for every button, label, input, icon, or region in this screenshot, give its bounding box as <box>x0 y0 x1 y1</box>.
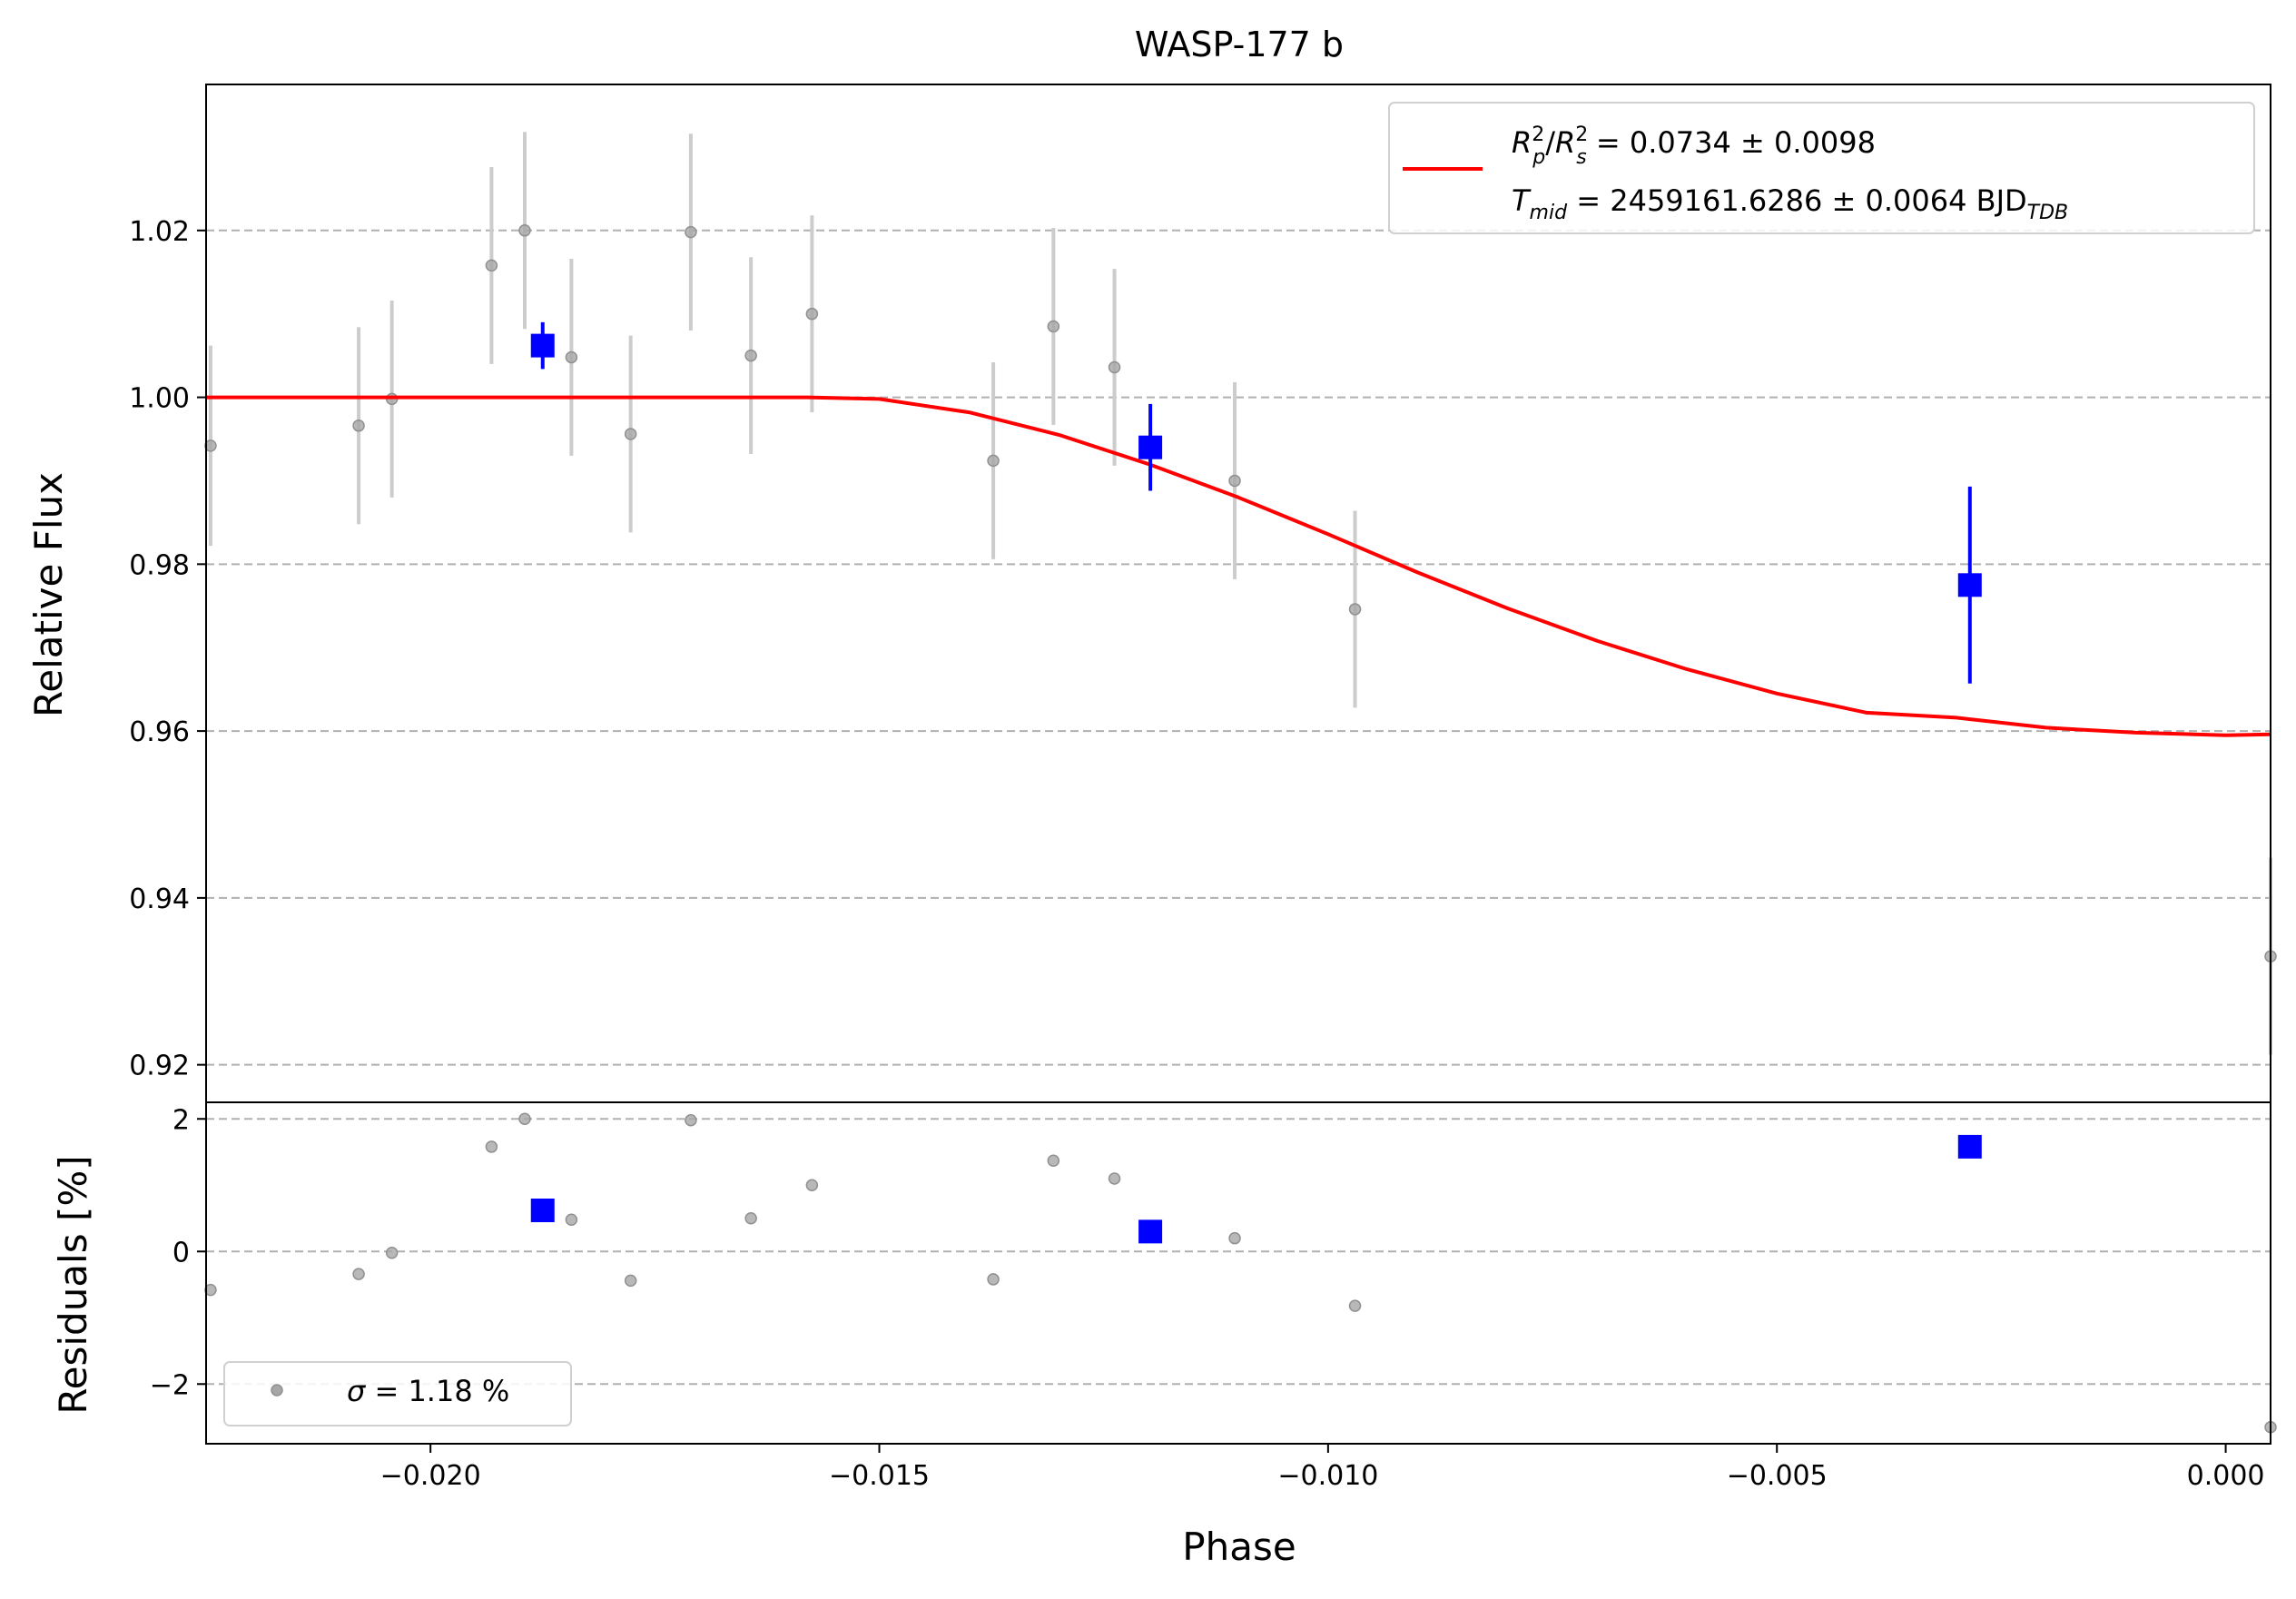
residual-raw-point <box>1228 1231 1241 1245</box>
flux-raw-point <box>565 350 578 364</box>
x-tick-label: 0.000 <box>2187 1460 2265 1492</box>
flux-raw-point <box>744 349 757 362</box>
residuals-panel: −2 0 2 −0.020 −0.015 −0.010 −0.005 0.000 Resid… <box>51 1101 2277 1569</box>
residual-raw-point <box>1108 1172 1121 1185</box>
flux-raw-point <box>1047 320 1060 333</box>
flux-raw-point <box>987 454 1000 468</box>
residual-raw-point <box>485 1140 498 1153</box>
legend-rs-sup: 2 <box>1575 123 1588 146</box>
x-ticks: −0.020 −0.015 −0.010 −0.005 0.000 <box>380 1444 2265 1492</box>
flux-binned-points <box>530 321 1982 684</box>
legend-sigma-label: σ = 1.18 % <box>347 1374 509 1408</box>
flux-raw-point <box>204 439 217 452</box>
flux-binned-point <box>530 333 555 358</box>
legend-rs-sub: s <box>1576 146 1586 169</box>
residual-raw-point <box>204 1283 217 1297</box>
legend-tmid-label: Tmid = 2459161.6286 ± 0.0064 BJDTDB <box>1512 183 2068 224</box>
legend-sigma-symbol: σ <box>347 1374 367 1408</box>
residual-raw-point <box>744 1212 757 1225</box>
legend-residual-marker <box>271 1384 283 1397</box>
flux-model <box>206 395 2271 737</box>
flux-y-tick-label: 1.02 <box>129 216 190 248</box>
flux-y-tick-label: 0.96 <box>129 716 190 748</box>
legend-rp-sup: 2 <box>1532 123 1544 146</box>
x-tick-label: −0.015 <box>829 1460 930 1492</box>
flux-raw-points <box>204 132 2277 1055</box>
legend-slash: / <box>1545 125 1555 160</box>
flux-y-ticks: 0.92 0.94 0.96 0.98 1.00 1.02 <box>129 216 206 1082</box>
residuals-raw-points <box>204 1112 2277 1434</box>
legend-depth-label: R2 p/R2 s = 0.0734 ± 0.0098 <box>1512 123 1876 169</box>
legend-tdb-sub: TDB <box>2027 202 2068 224</box>
x-axis-title: Phase <box>1182 1525 1296 1569</box>
flux-raw-point <box>1228 474 1241 488</box>
flux-y-tick-label: 0.92 <box>129 1051 190 1082</box>
flux-y-tick-label: 0.94 <box>129 883 190 915</box>
residual-raw-point <box>385 1246 399 1259</box>
residuals-y-tick-label: 2 <box>172 1104 190 1136</box>
residuals-y-tick-label: 0 <box>172 1237 190 1268</box>
flux-raw-point <box>685 225 697 239</box>
x-tick-label: −0.020 <box>380 1460 481 1492</box>
x-tick-label: −0.010 <box>1277 1460 1378 1492</box>
residual-raw-point <box>1047 1154 1060 1167</box>
flux-binned-point <box>1957 573 1982 597</box>
residual-raw-point <box>1348 1299 1362 1312</box>
residual-raw-point <box>987 1273 1000 1286</box>
legend-t-symbol: T <box>1512 183 1532 218</box>
residual-binned-point <box>1138 1219 1163 1244</box>
residual-raw-point <box>805 1179 819 1192</box>
flux-raw-point <box>518 224 531 237</box>
residual-raw-point <box>624 1274 637 1288</box>
flux-panel: 0.92 0.94 0.96 0.98 1.00 1.02 Relative Flux R… <box>26 84 2277 1103</box>
x-tick-label: −0.005 <box>1727 1460 1828 1492</box>
flux-raw-point <box>1108 360 1121 374</box>
legend-tmid-value: = 2459161.6286 ± 0.0064 BJD <box>1567 183 2027 218</box>
residual-raw-point <box>565 1213 578 1226</box>
legend-t-sub: mid <box>1530 202 1569 224</box>
flux-legend: R2 p/R2 s = 0.0734 ± 0.0098 Tmid = 2459161… <box>1388 102 2255 234</box>
legend-rp-symbol: R <box>1512 125 1532 160</box>
legend-depth-value: = 0.0734 ± 0.0098 <box>1587 125 1876 160</box>
flux-raw-point <box>805 307 819 321</box>
flux-raw-point <box>352 419 365 432</box>
flux-raw-point <box>624 428 637 440</box>
flux-y-tick-label: 0.98 <box>129 549 190 581</box>
flux-legend-box <box>1388 102 2255 234</box>
flux-y-tick-label: 1.00 <box>129 383 190 415</box>
residual-binned-point <box>530 1199 555 1223</box>
flux-y-axis-title: Relative Flux <box>26 472 71 717</box>
residual-raw-point <box>518 1112 531 1126</box>
residual-binned-point <box>1957 1134 1982 1159</box>
legend-rp-sub: p <box>1532 146 1545 169</box>
residuals-panel-frame <box>205 1101 2271 1445</box>
flux-raw-point <box>485 259 498 272</box>
legend-sigma-value: = 1.18 % <box>365 1374 509 1408</box>
flux-raw-point <box>1348 603 1362 616</box>
residuals-legend: σ = 1.18 % <box>223 1361 572 1426</box>
residual-raw-point <box>685 1113 697 1127</box>
residuals-y-tick-label: −2 <box>150 1369 190 1401</box>
flux-binned-point <box>1138 435 1163 459</box>
residuals-binned-points <box>530 1134 1982 1244</box>
legend-rs-symbol: R <box>1555 125 1575 160</box>
residuals-legend-box <box>223 1361 572 1426</box>
residuals-y-ticks: −2 0 2 <box>150 1104 206 1401</box>
flux-model-line <box>206 395 2271 737</box>
residual-raw-point <box>352 1268 365 1280</box>
residuals-y-axis-title: Residuals [%] <box>51 1155 95 1414</box>
chart-title: WASP-177 b <box>1135 25 1344 64</box>
